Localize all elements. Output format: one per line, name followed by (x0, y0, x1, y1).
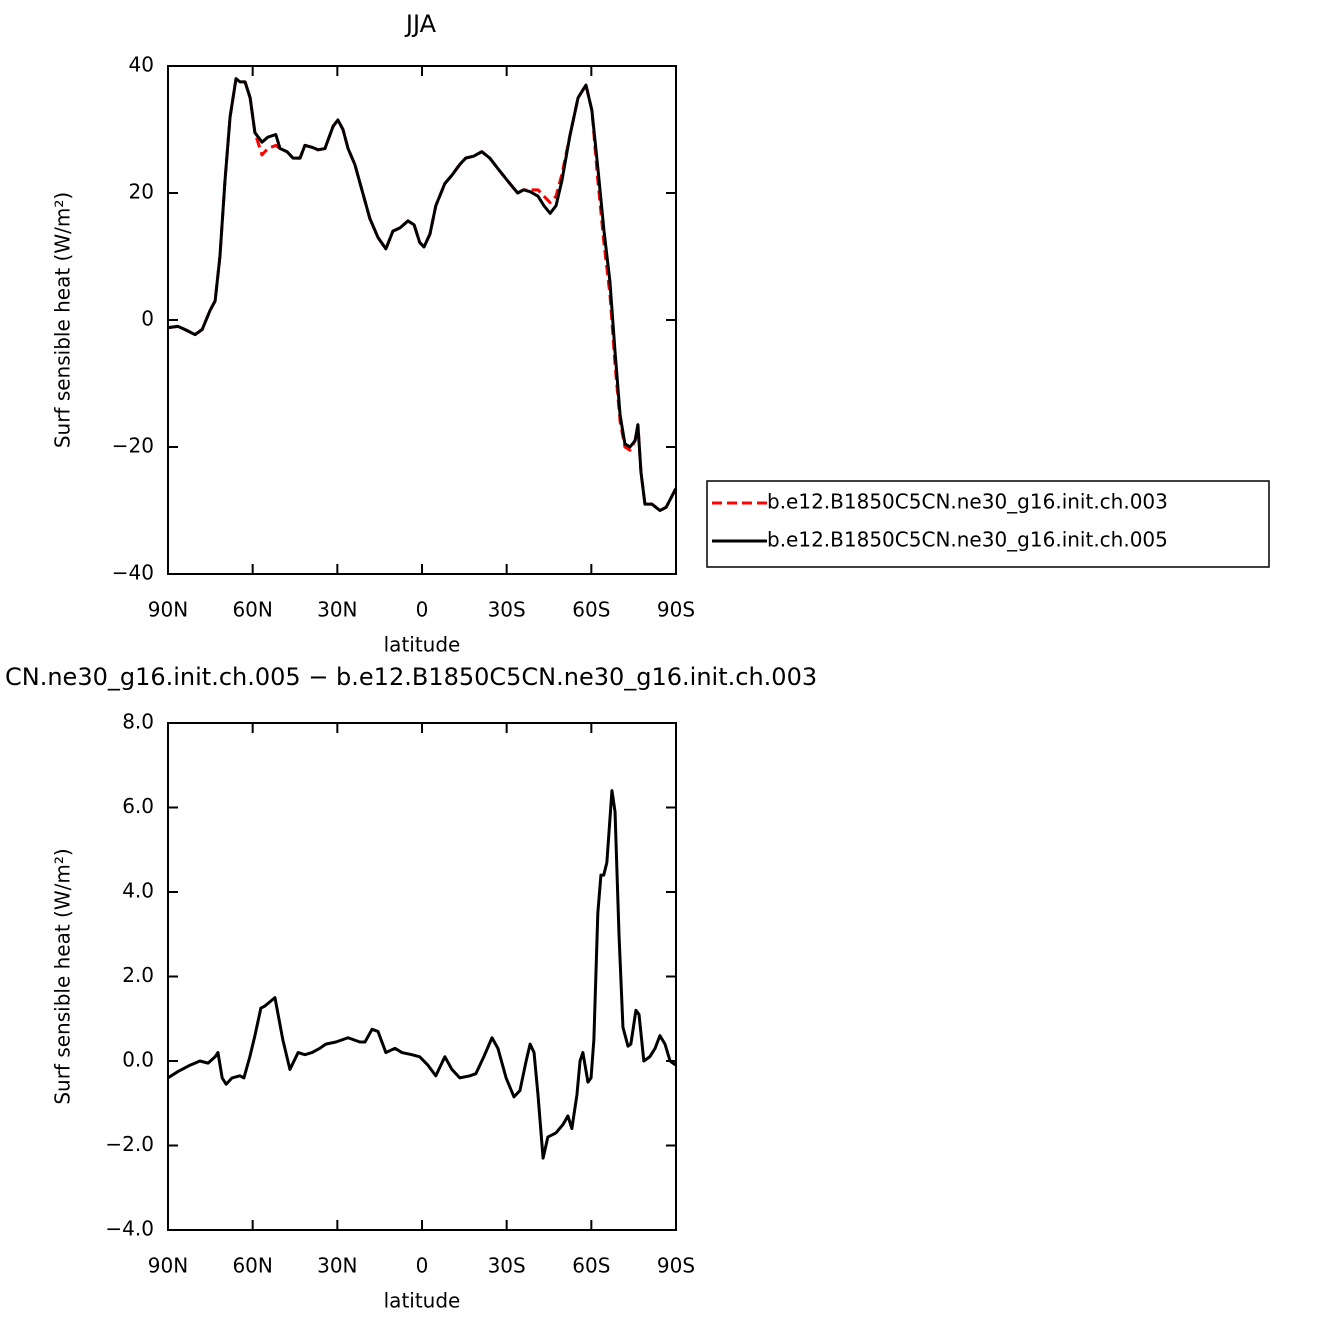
y-tick-label: 0.0 (122, 1048, 154, 1072)
x-tick-label: 60S (572, 1254, 610, 1278)
data-line (167, 77, 678, 512)
legend-box (706, 480, 1270, 568)
y-tick-label: −4.0 (105, 1217, 154, 1241)
y-axis-label: Surf sensible heat (W/m²) (51, 848, 75, 1104)
y-tick-label: 8.0 (122, 710, 154, 734)
x-axis-label: latitude (384, 633, 461, 657)
plot: JJA latitude Surf sensible heat (W/m²) 90N 6… (51, 10, 1270, 657)
x-tick-label: 30S (488, 1254, 526, 1278)
x-tick-label: 30S (488, 598, 526, 622)
x-tick-label: 60N (232, 598, 272, 622)
y-tick-label: 40 (129, 53, 154, 77)
legend-label: b.e12.B1850C5CN.ne30_g16.init.ch.005 (767, 528, 1168, 552)
x-tick-label: 90S (657, 598, 695, 622)
x-tick-label: 90N (148, 598, 188, 622)
x-tick-label: 60N (232, 1254, 272, 1278)
y-axis-label: Surf sensible heat (W/m²) (51, 192, 75, 448)
y-tick-label: −40 (112, 561, 154, 585)
legend: b.e12.B1850C5CN.ne30_g16.init.ch.003 b.e1… (706, 480, 1270, 568)
x-axis-label: latitude (384, 1289, 461, 1313)
plot-frame (167, 722, 677, 1231)
x-tick-label: 0 (416, 598, 429, 622)
x-tick-label: 90N (148, 1254, 188, 1278)
plot: CN.ne30_g16.init.ch.005 − b.e12.B1850C5C… (5, 663, 817, 1313)
x-tick-label: 30N (317, 598, 357, 622)
y-tick-label: 6.0 (122, 794, 154, 818)
y-tick-label: −20 (112, 434, 154, 458)
y-tick-label: 4.0 (122, 879, 154, 903)
data-line (167, 789, 677, 1160)
x-tick-label: 60S (572, 598, 610, 622)
x-tick-label: 0 (416, 1254, 429, 1278)
y-tick-label: 0 (141, 307, 154, 331)
plot-frame (167, 65, 677, 575)
y-tick-label: 20 (129, 180, 154, 204)
y-tick-label: −2.0 (105, 1132, 154, 1156)
x-tick-label: 30N (317, 1254, 357, 1278)
legend-label: b.e12.B1850C5CN.ne30_g16.init.ch.003 (767, 490, 1168, 514)
y-tick-label: 2.0 (122, 963, 154, 987)
data-line (167, 77, 678, 512)
chart-title: CN.ne30_g16.init.ch.005 − b.e12.B1850C5C… (5, 663, 817, 691)
chart-title: JJA (404, 10, 437, 38)
x-tick-label: 90S (657, 1254, 695, 1278)
